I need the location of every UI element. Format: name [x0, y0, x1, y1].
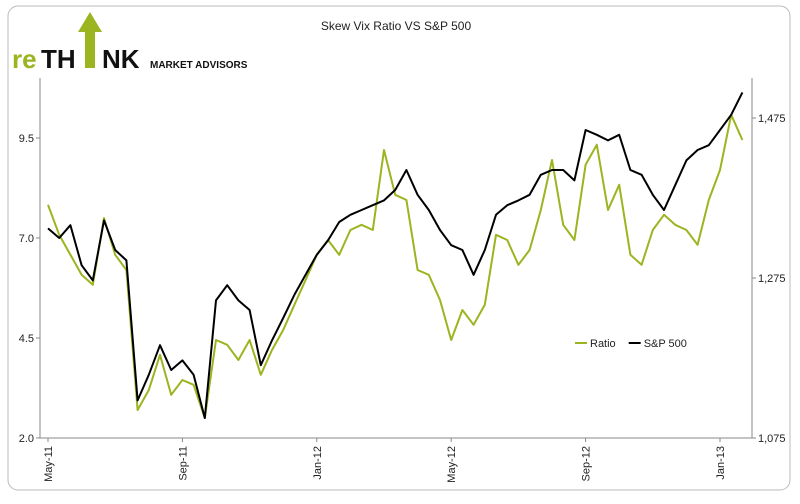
- logo-tagline: MARKET ADVISORS: [150, 60, 248, 71]
- series-line: [47, 113, 744, 419]
- y-tick-label: 4.5: [19, 333, 34, 345]
- y-tick-label: 9.5: [19, 133, 34, 145]
- y-tick-label: 7.0: [19, 233, 34, 245]
- y2-tick-label: 1,075: [758, 433, 786, 445]
- x-tick-label: Jan-13: [715, 446, 727, 480]
- logo-prefix: re: [12, 44, 37, 74]
- chart-title: Skew Vix Ratio VS S&P 500: [321, 19, 472, 33]
- chart-frame: [7, 5, 791, 491]
- y2-tick-label: 1,275: [758, 273, 786, 285]
- y-tick-label: 2.0: [19, 433, 34, 445]
- logo-main: TH: [41, 44, 76, 74]
- logo-arrow: [78, 12, 102, 68]
- x-tick-label: Sep-12: [581, 446, 593, 481]
- legend-label: Ratio: [590, 338, 616, 350]
- series-line: [47, 91, 744, 419]
- x-tick-label: May-12: [446, 446, 458, 483]
- x-tick-label: Jan-12: [312, 446, 324, 480]
- legend-label: S&P 500: [644, 338, 687, 350]
- y2-tick-label: 1,475: [758, 113, 786, 125]
- x-tick-label: May-11: [43, 446, 55, 482]
- logo-main: NK: [102, 44, 140, 74]
- x-tick-label: Sep-11: [177, 446, 189, 481]
